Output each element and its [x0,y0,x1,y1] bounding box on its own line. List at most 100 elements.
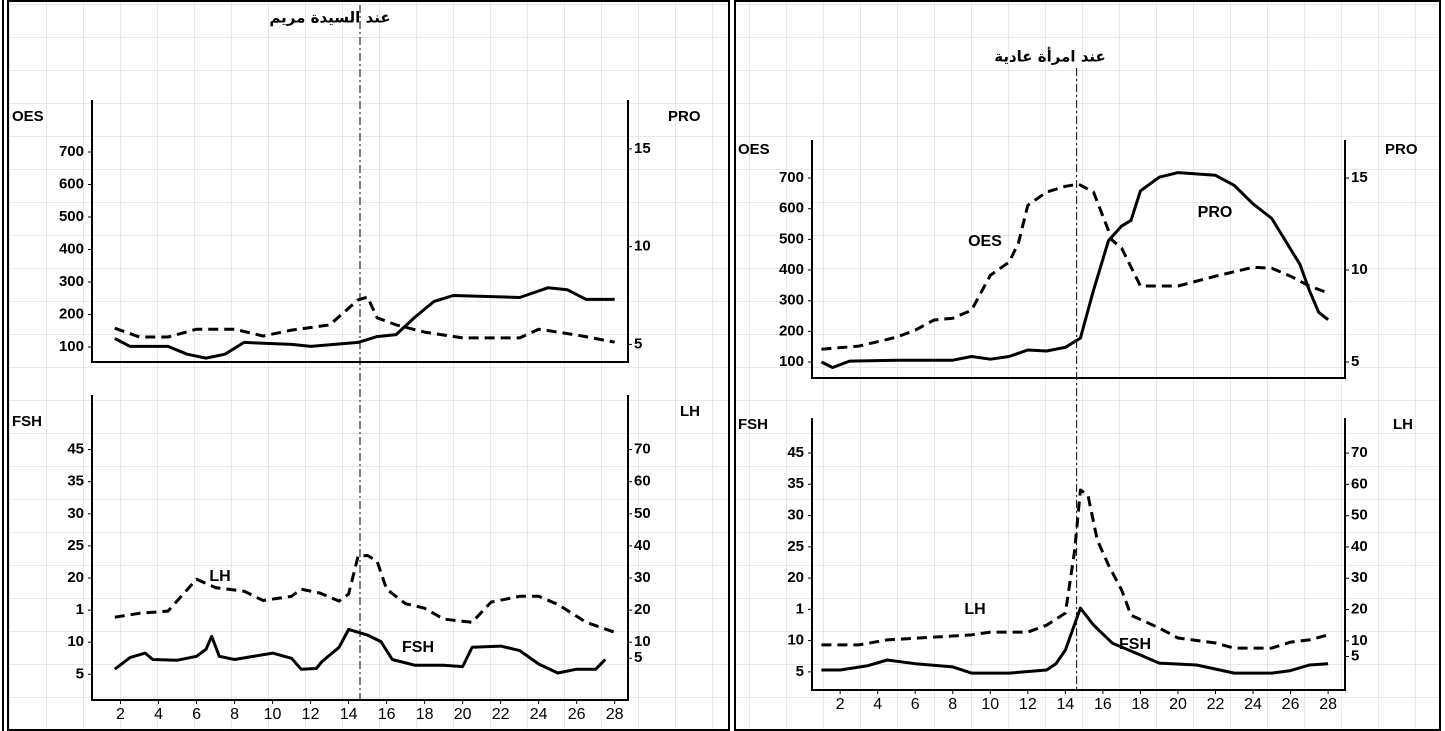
y2-tick-label: 70 [634,441,651,458]
y2-tick-label: 20 [634,601,651,618]
y-tick-label: 10 [787,632,804,649]
series-line [820,171,1330,369]
y-tick-label: 600 [59,175,84,192]
y-tick-label: 600 [779,200,804,217]
y-tick-label: 45 [787,444,804,461]
y-tick-label: 200 [779,322,804,339]
series-line [114,295,615,344]
y2-axis-label: PRO [1385,141,1418,158]
y-tick-label: 25 [67,537,84,554]
x-tick-label: 24 [530,706,548,723]
y2-tick-label: 5 [1351,647,1359,664]
y2-tick-label: 30 [1351,569,1368,586]
y2-tick-label: 15 [1351,169,1368,186]
y2-tick-label: 20 [1351,601,1368,618]
x-tick-label: 8 [230,706,239,723]
chart-title: عند السيدة مريم [269,9,390,27]
y-tick-label: 30 [67,505,84,522]
y2-tick-label: 5 [634,649,642,666]
x-tick-label: 26 [1282,696,1300,713]
y-tick-label: 35 [67,473,84,490]
x-tick-label: 18 [1132,696,1150,713]
series-line [821,606,1329,675]
x-tick-label: 8 [948,696,957,713]
y2-tick-label: 50 [634,505,651,522]
y-tick-label: 5 [76,665,84,682]
y2-axis-label: LH [1393,416,1413,433]
y-tick-label: 200 [59,306,84,323]
y2-tick-label: 50 [1351,507,1368,524]
y2-tick-label: 15 [634,140,651,157]
x-tick-label: 12 [1019,696,1037,713]
y-tick-label: 700 [59,143,84,160]
x-tick-label: 28 [1319,696,1337,713]
y2-tick-label: 5 [1351,353,1359,370]
y-tick-label: 500 [779,230,804,247]
y2-axis-label: PRO [668,108,701,125]
annotation: OES [968,233,1002,250]
y-axis-label: FSH [738,416,768,433]
y-tick-label: 700 [779,169,804,186]
x-tick-label: 6 [911,696,920,713]
y2-tick-label: 10 [634,633,651,650]
series-line [821,182,1329,351]
annotation: FSH [1119,636,1151,653]
y-axis-label: OES [12,108,44,125]
y-tick-label: 1 [76,601,84,618]
y-tick-label: 35 [787,475,804,492]
x-tick-label: 4 [154,706,163,723]
series-line [821,488,1329,650]
annotation: LH [209,568,230,585]
x-tick-label: 16 [378,706,396,723]
series-line [114,554,616,634]
x-tick-label: 20 [1169,696,1187,713]
annotation: PRO [1198,204,1233,221]
y-tick-label: 20 [67,569,84,586]
right-panel [734,0,1441,731]
x-tick-label: 10 [981,696,999,713]
y-tick-label: 500 [59,208,84,225]
y-tick-label: 5 [796,663,804,680]
chart-title: عند امرأة عادية [994,47,1106,66]
series-line [113,627,607,675]
y-tick-label: 300 [779,292,804,309]
x-tick-label: 18 [416,706,434,723]
y2-tick-label: 60 [634,473,651,490]
x-tick-label: 12 [302,706,320,723]
x-tick-label: 24 [1244,696,1262,713]
y-tick-label: 1 [796,600,804,617]
x-tick-label: 4 [873,696,882,713]
y-tick-label: 20 [787,569,804,586]
y-axis-label: OES [738,141,770,158]
axes [811,418,1346,691]
x-tick-label: 28 [606,706,624,723]
y2-tick-label: 40 [634,537,651,554]
y2-tick-label: 10 [634,238,651,255]
x-tick-label: 2 [836,696,845,713]
y-tick-label: 400 [59,240,84,257]
y-axis-label: FSH [12,413,42,430]
x-tick-label: 14 [340,706,358,723]
x-tick-label: 20 [454,706,472,723]
y2-tick-label: 5 [634,335,642,352]
x-tick-label: 14 [1056,696,1074,713]
axes [811,140,1346,379]
y-tick-label: 100 [59,338,84,355]
series-line [114,286,615,360]
y2-axis-label: LH [680,403,700,420]
y-tick-label: 400 [779,261,804,278]
left-panel [7,0,730,731]
x-tick-label: 16 [1094,696,1112,713]
y-tick-label: 100 [779,353,804,370]
y2-tick-label: 30 [634,569,651,586]
x-tick-label: 10 [264,706,282,723]
annotation: FSH [402,639,434,656]
y-tick-label: 25 [787,538,804,555]
axes [91,395,629,701]
x-tick-label: 2 [116,706,125,723]
y-tick-label: 45 [67,441,84,458]
y2-tick-label: 60 [1351,475,1368,492]
y2-tick-label: 10 [1351,632,1368,649]
y-tick-label: 300 [59,273,84,290]
x-tick-label: 22 [1207,696,1225,713]
